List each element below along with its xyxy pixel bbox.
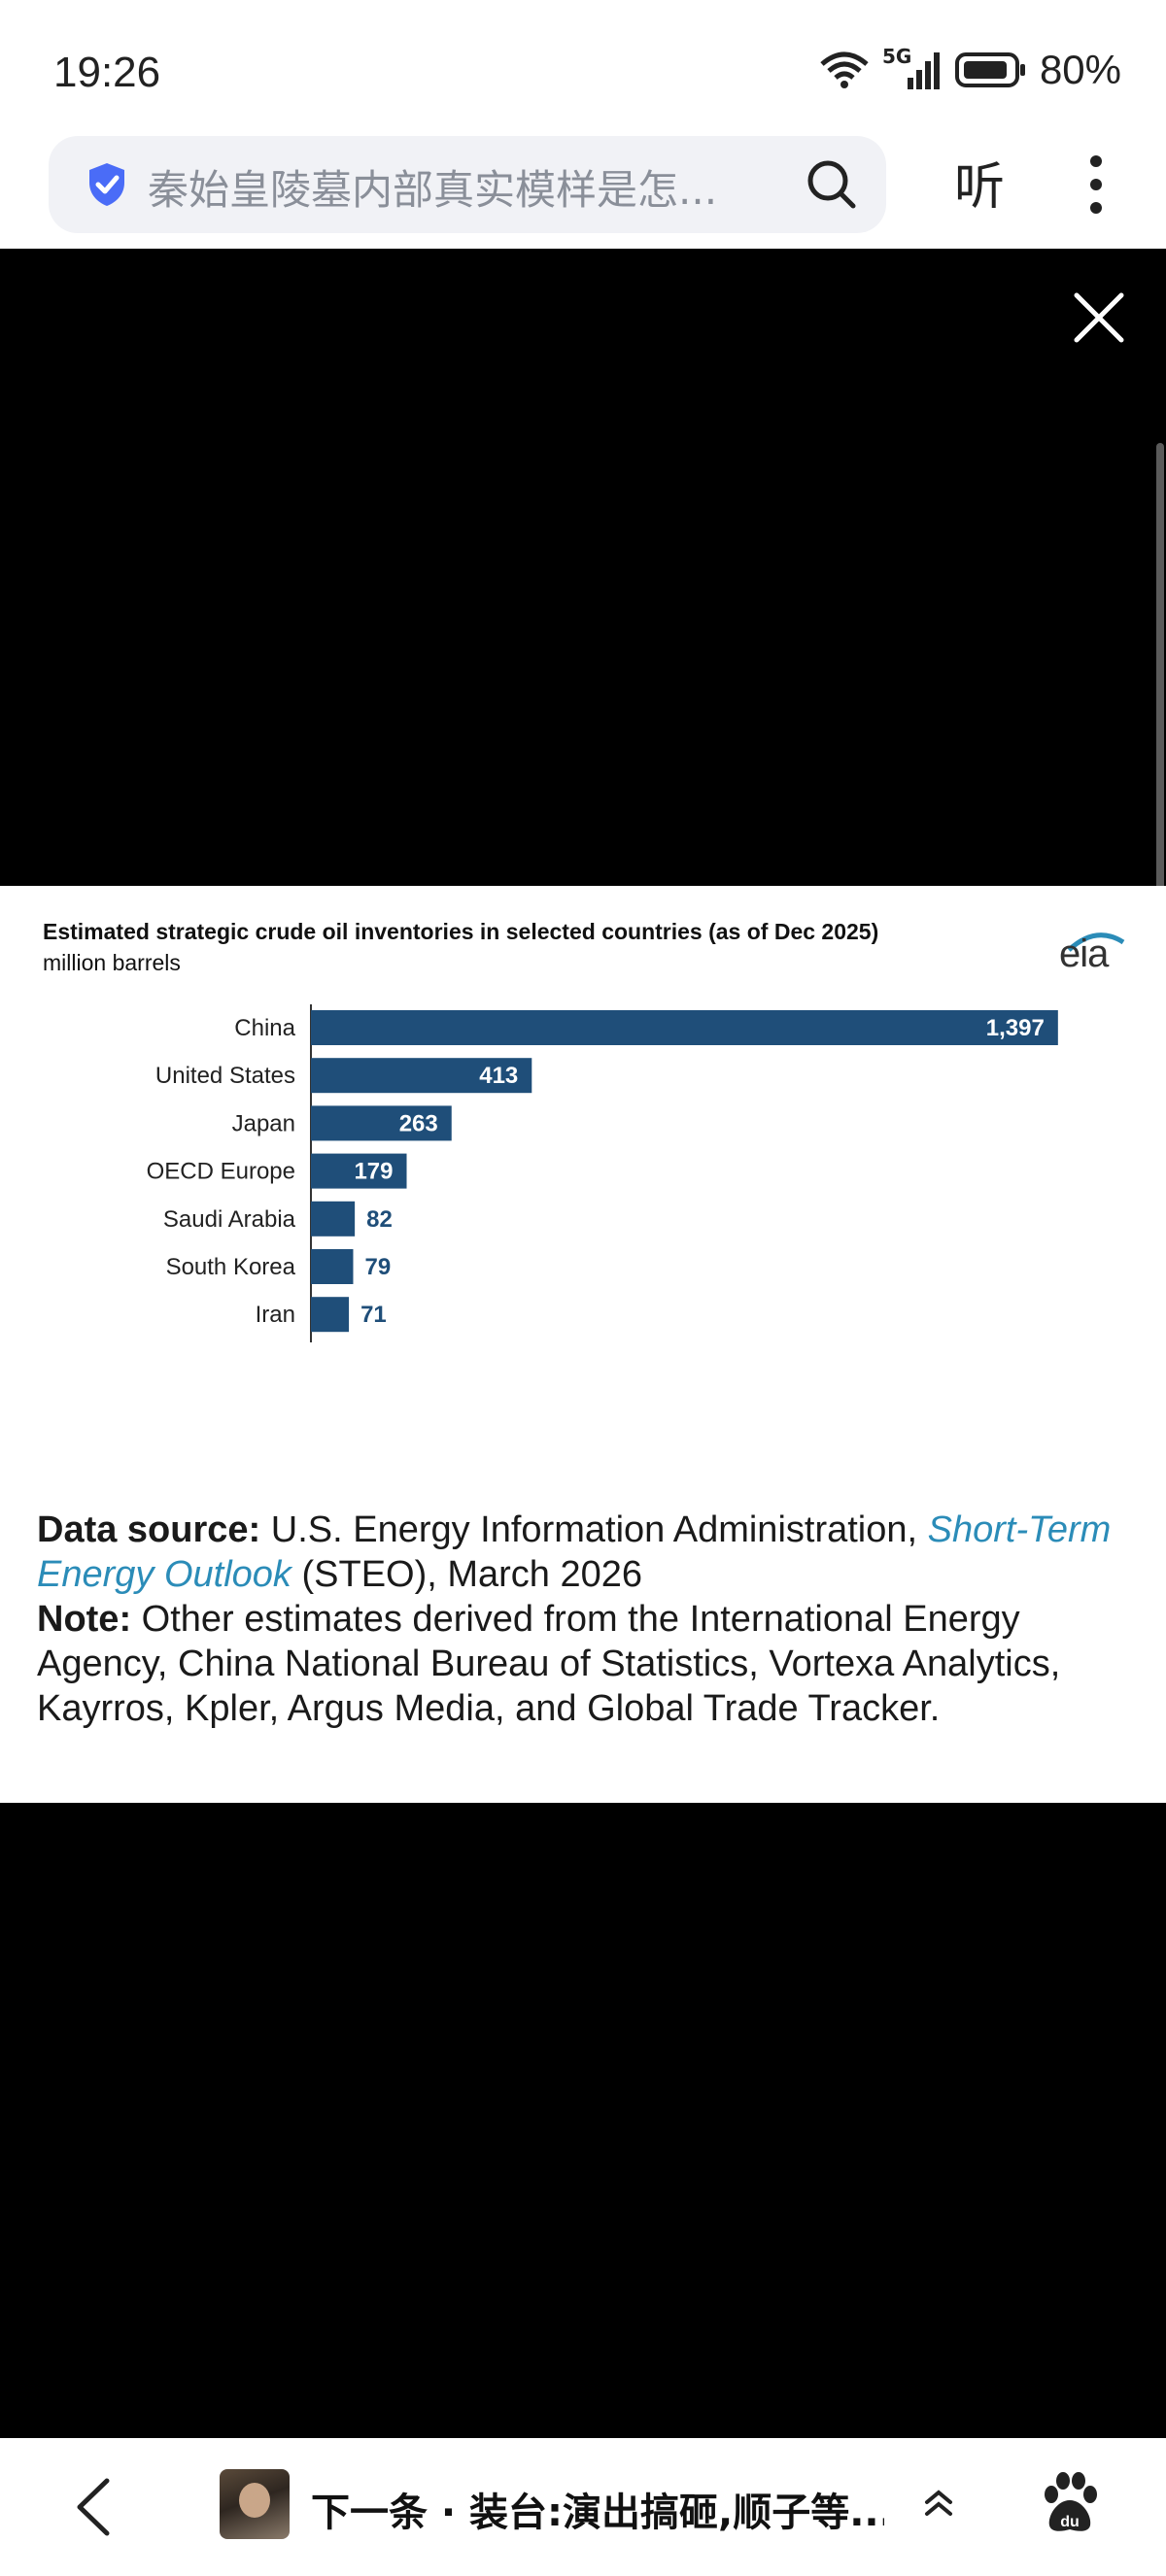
signal-icon: 5G bbox=[882, 45, 943, 91]
category-label: Iran bbox=[256, 1302, 295, 1328]
bar bbox=[311, 1105, 452, 1141]
listen-button[interactable]: 听 bbox=[954, 158, 1006, 217]
wifi-icon bbox=[820, 51, 869, 88]
bar-chart: China 1,397 United States 413 Japan 263 OECD E… bbox=[147, 1004, 1058, 1342]
source-date: (STEO), March 2026 bbox=[291, 1554, 643, 1595]
more-icon[interactable] bbox=[1082, 153, 1110, 216]
category-label: OECD Europe bbox=[147, 1159, 295, 1185]
source-label: Data source: bbox=[37, 1509, 261, 1550]
bar bbox=[311, 1010, 1058, 1045]
note-text: Other estimates derived from the Interna… bbox=[37, 1599, 1061, 1729]
category-label: South Korea bbox=[166, 1254, 296, 1280]
value-label: 82 bbox=[366, 1206, 393, 1233]
eia-logo-arc bbox=[1067, 932, 1125, 952]
value-label: 71 bbox=[360, 1302, 387, 1328]
status-icons: 5G 80% bbox=[818, 45, 1121, 93]
bar bbox=[311, 1297, 350, 1333]
data-source-caption: Data source: U.S. Energy Information Adm… bbox=[37, 1508, 1135, 1731]
svg-text:du: du bbox=[1060, 2514, 1080, 2530]
search-icon[interactable] bbox=[805, 157, 859, 212]
note-label: Note: bbox=[37, 1599, 132, 1640]
source-text: U.S. Energy Information Administration, bbox=[260, 1509, 928, 1550]
category-label: United States bbox=[155, 1063, 295, 1089]
value-label: 413 bbox=[479, 1063, 518, 1089]
value-label: 179 bbox=[354, 1159, 393, 1185]
address-text[interactable]: 秦始皇陵墓内部真实模样是怎... bbox=[148, 166, 718, 214]
category-label: Japan bbox=[232, 1110, 295, 1136]
battery-icon bbox=[954, 52, 1025, 87]
category-label: Saudi Arabia bbox=[163, 1206, 296, 1233]
address-bar[interactable]: 秦始皇陵墓内部真实模样是怎... bbox=[49, 136, 886, 233]
value-label: 263 bbox=[399, 1110, 438, 1136]
chart-subtitle: million barrels bbox=[43, 950, 181, 975]
shield-icon bbox=[89, 163, 124, 206]
baidu-paw-icon[interactable]: du bbox=[1040, 2471, 1100, 2535]
value-label: 79 bbox=[364, 1254, 391, 1280]
chart-image[interactable]: Estimated strategic crude oil inventorie… bbox=[0, 886, 1166, 1803]
next-article-thumbnail[interactable] bbox=[220, 2469, 290, 2539]
eia-logo: eia bbox=[1059, 932, 1109, 975]
category-label: China bbox=[234, 1015, 295, 1041]
bottom-bar: 下一条 · 装台:演出搞砸,顺子等... du bbox=[0, 2438, 1166, 2576]
browser-toolbar: 秦始皇陵墓内部真实模样是怎... bbox=[0, 136, 1166, 249]
chart-title: Estimated strategic crude oil inventorie… bbox=[43, 919, 879, 944]
bar bbox=[311, 1058, 532, 1094]
status-bar: 19:26 5G 80% bbox=[0, 0, 1166, 136]
bar bbox=[311, 1153, 407, 1189]
clock: 19:26 bbox=[53, 49, 161, 96]
next-article-title[interactable]: 下一条 · 装台:演出搞砸,顺子等... bbox=[311, 2491, 884, 2535]
bar bbox=[311, 1249, 354, 1284]
chevron-up-icon[interactable] bbox=[921, 2485, 956, 2524]
bar bbox=[311, 1201, 356, 1237]
battery-percent: 80% bbox=[1039, 47, 1121, 92]
network-type: 5G bbox=[881, 45, 912, 68]
back-icon[interactable] bbox=[70, 2475, 119, 2539]
value-label: 1,397 bbox=[986, 1015, 1045, 1041]
scrollbar[interactable] bbox=[1156, 443, 1164, 929]
close-icon[interactable] bbox=[1069, 288, 1129, 348]
steo-link[interactable]: Short-Term Energy Outlook bbox=[37, 1509, 1112, 1595]
